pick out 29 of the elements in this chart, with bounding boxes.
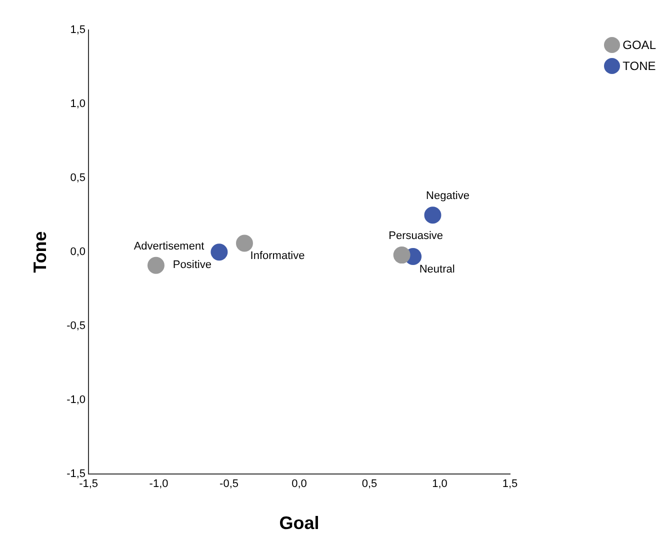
point xyxy=(424,206,442,224)
annotation: Positive xyxy=(172,259,212,272)
annotation: Persuasive xyxy=(388,230,444,242)
point xyxy=(393,246,410,264)
x-tick-label: -1,5 xyxy=(79,478,98,490)
y-tick-label: -1,5 xyxy=(66,468,86,480)
y-tick-label: 1,5 xyxy=(70,24,86,36)
annotation: Advertisement xyxy=(134,240,204,252)
legend-label: TONE xyxy=(622,58,656,72)
y-tick-label: -0,5 xyxy=(66,320,86,332)
x-tick-label: 0,0 xyxy=(292,478,307,490)
y-tick-label: -1,0 xyxy=(66,394,86,406)
point xyxy=(236,234,253,252)
x-tick-label: -0,5 xyxy=(220,478,239,490)
x-tick-label: 1,0 xyxy=(432,478,448,490)
y-tick-label: 1,0 xyxy=(70,98,86,110)
x-tick-label: -1,0 xyxy=(149,478,168,490)
point xyxy=(147,256,164,274)
annotation: Informative xyxy=(250,250,305,262)
x-tick-label: 1,5 xyxy=(502,478,518,490)
x-tick-label: 0,5 xyxy=(362,478,378,490)
y-tick-label: 0,5 xyxy=(70,172,86,184)
annotation: Neutral xyxy=(419,264,455,276)
x-axis-title: Goal xyxy=(279,513,320,534)
y-tick-label: 0,0 xyxy=(70,246,86,258)
legend-label: GOAL xyxy=(622,38,656,52)
point xyxy=(210,244,228,261)
annotation: Negative xyxy=(426,190,470,202)
y-axis-title: Tone xyxy=(30,231,50,273)
